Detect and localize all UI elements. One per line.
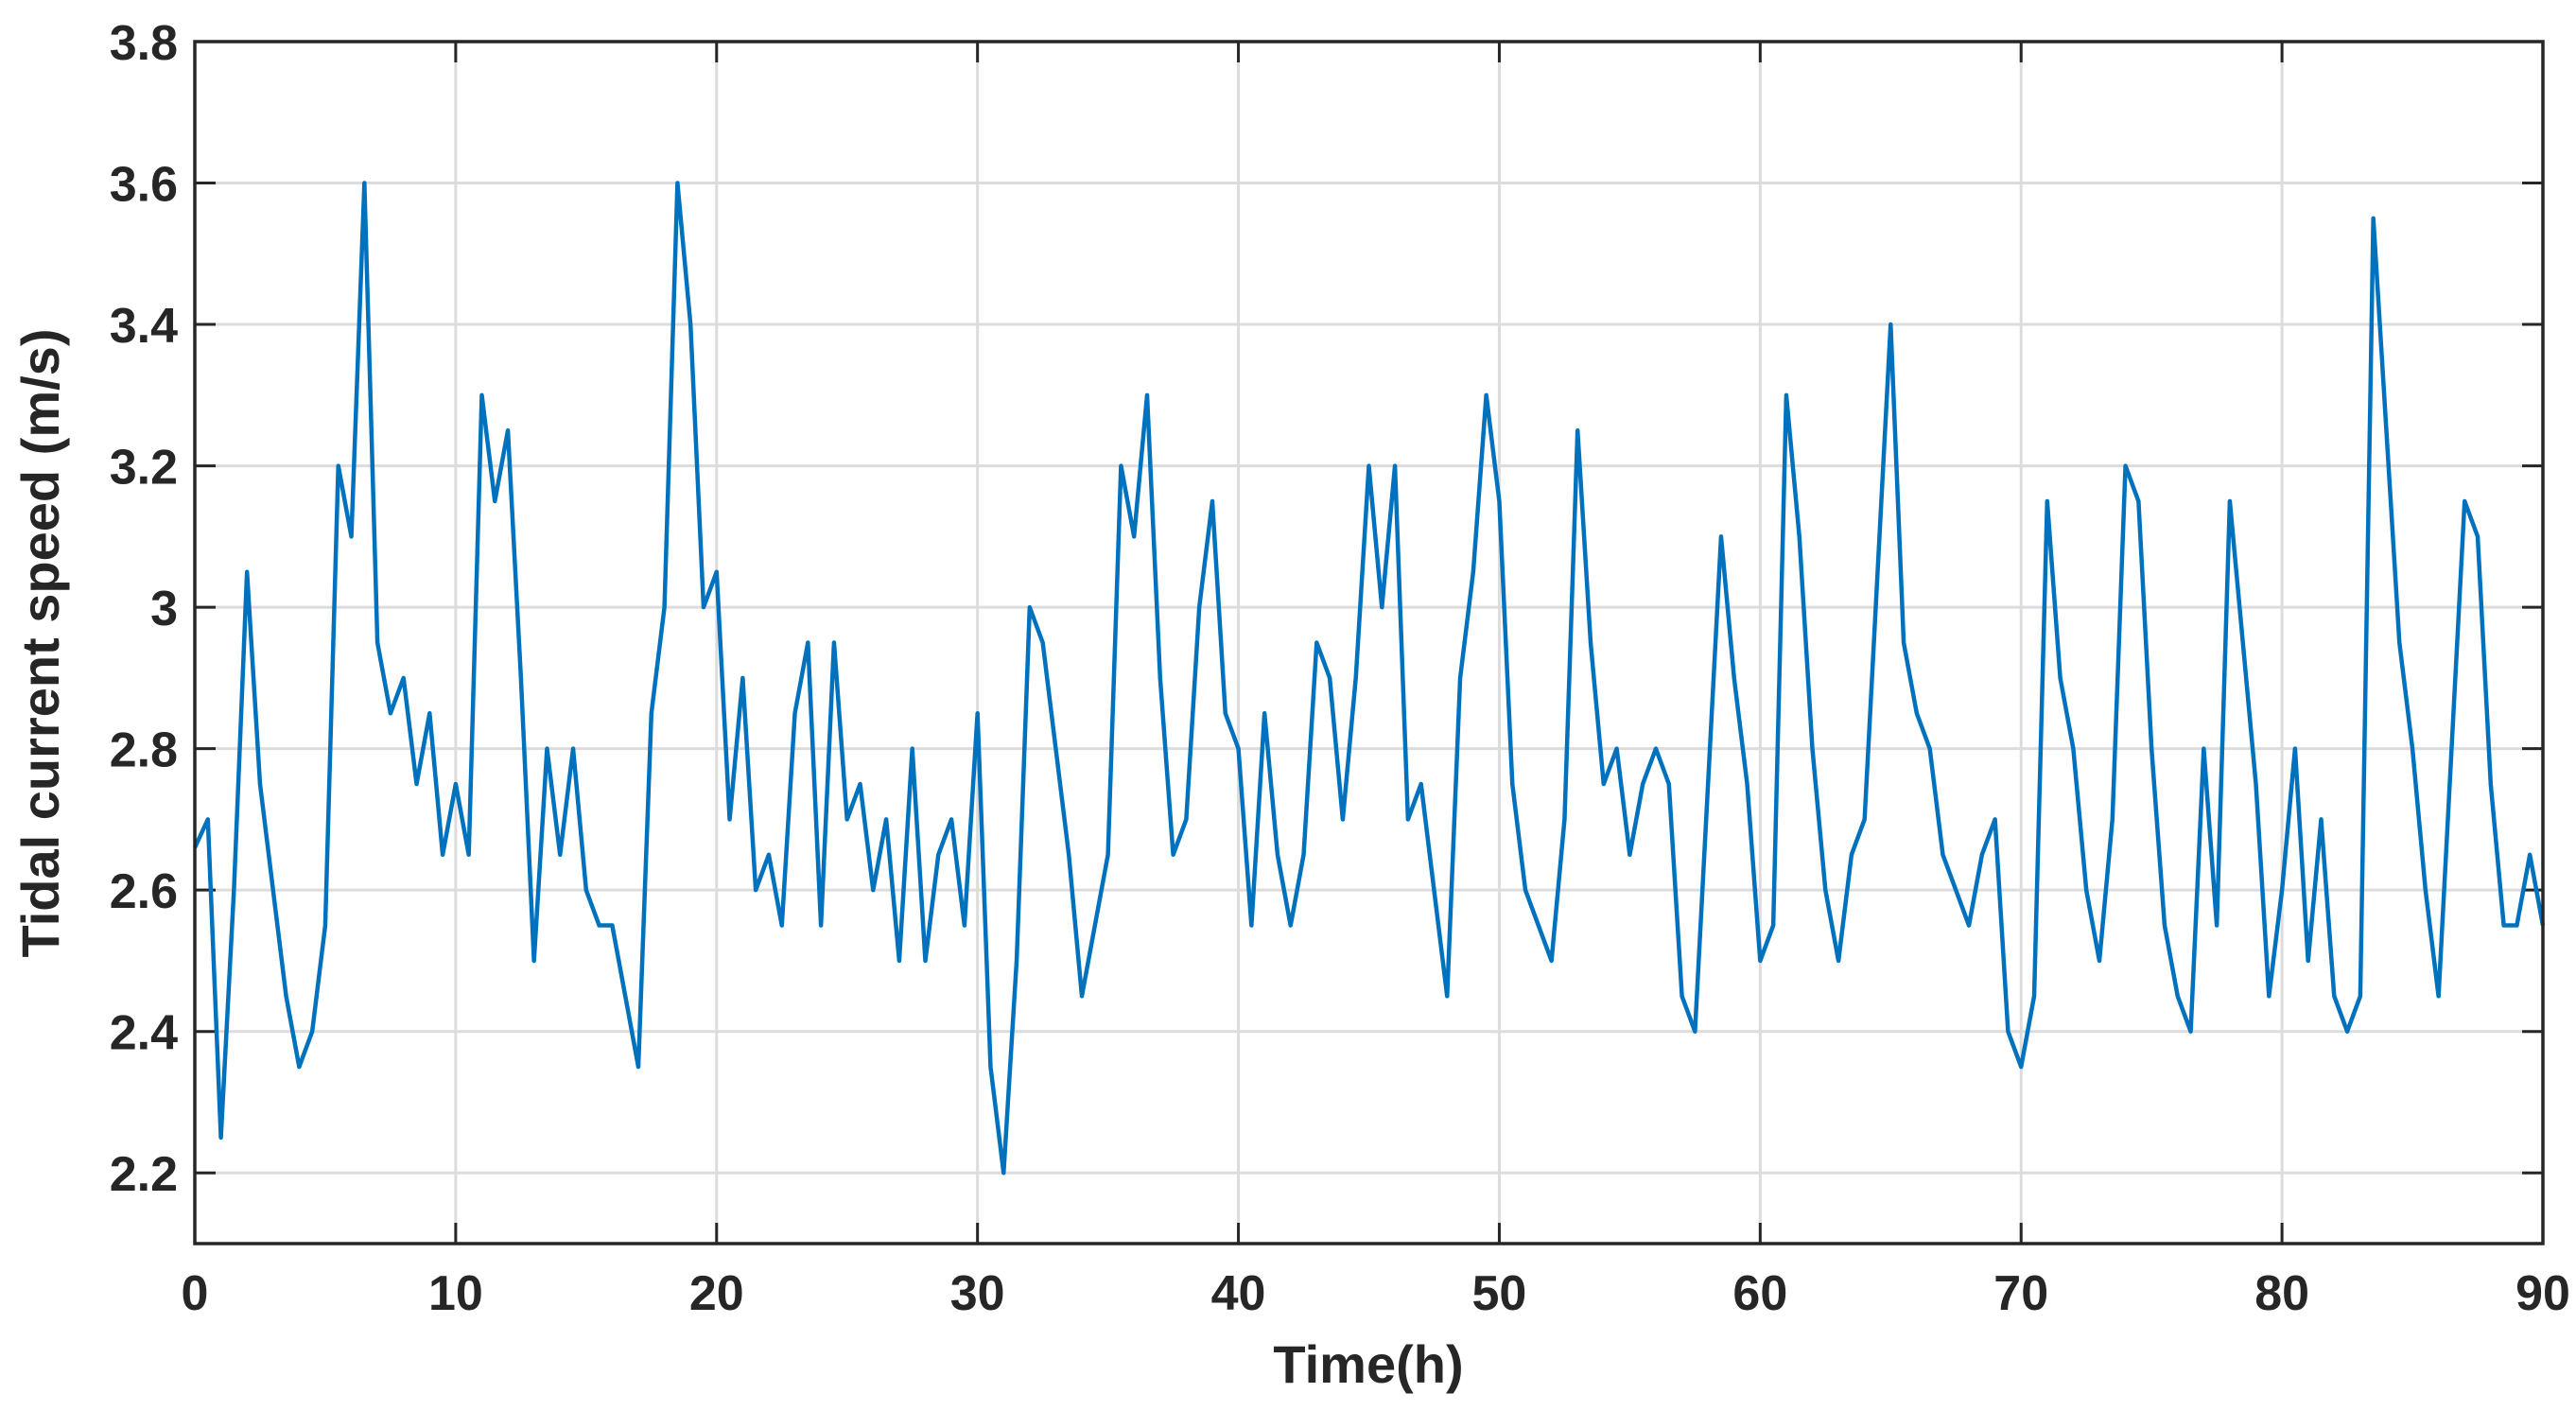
- x-axis-label: Time(h): [1273, 1334, 1463, 1394]
- x-tick-label: 90: [2515, 1266, 2570, 1321]
- x-tick-label: 0: [182, 1266, 209, 1321]
- x-tick-label: 60: [1732, 1266, 1787, 1321]
- x-tick-label: 30: [950, 1266, 1005, 1321]
- y-tick-label: 2.2: [110, 1147, 178, 1202]
- x-tick-label: 40: [1211, 1266, 1266, 1321]
- y-tick-label: 2.6: [110, 864, 178, 919]
- data-line: [192, 181, 2546, 1175]
- y-axis-label: Tidal current speed (m/s): [10, 329, 70, 958]
- y-tick-label: 2.4: [110, 1006, 178, 1061]
- y-tick-label: 3: [150, 582, 178, 636]
- x-tick-label: 20: [689, 1266, 744, 1321]
- y-tick-label: 3.2: [110, 441, 178, 496]
- y-tick-label: 3.8: [110, 16, 178, 71]
- x-tick-label: 70: [1993, 1266, 2048, 1321]
- y-tick-label: 2.8: [110, 723, 178, 778]
- x-tick-label: 80: [2254, 1266, 2309, 1321]
- y-tick-label: 3.6: [110, 158, 178, 213]
- x-tick-label: 50: [1472, 1266, 1527, 1321]
- plot-frame: [193, 40, 2545, 1245]
- y-tick-label: 3.4: [110, 299, 178, 354]
- x-tick-label: 10: [428, 1266, 483, 1321]
